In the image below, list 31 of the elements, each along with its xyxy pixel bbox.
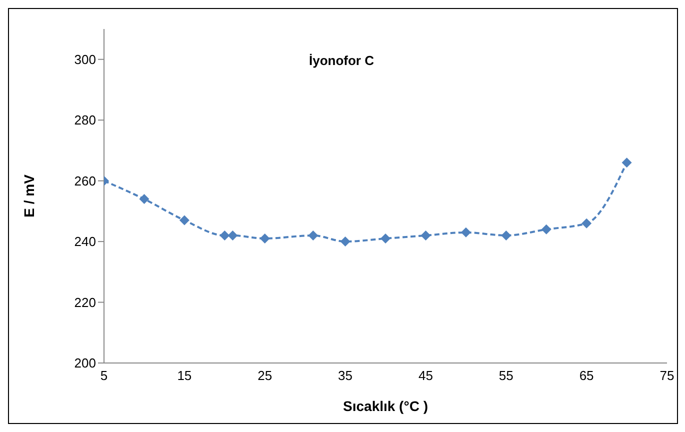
x-tick-label: 75 [660, 368, 674, 384]
point [622, 158, 632, 168]
y-tick-label: 260 [74, 173, 96, 188]
x-tick-label: 5 [100, 368, 108, 384]
x-axis-title: Sıcaklık (°C ) [343, 398, 428, 414]
point [541, 224, 552, 234]
y-tick-label: 240 [74, 234, 96, 250]
x-tick-label: 25 [258, 368, 272, 384]
point [501, 230, 512, 240]
point [420, 230, 431, 240]
point [228, 230, 238, 240]
point [582, 218, 592, 228]
x-tick-label: 55 [498, 368, 514, 384]
point [460, 227, 471, 238]
y-tick-label: 220 [74, 294, 96, 310]
x-tick-label: 45 [418, 368, 433, 384]
text: İyonofor C [309, 53, 374, 68]
point [179, 215, 190, 226]
point [380, 234, 390, 244]
y-tick-label: 280 [74, 112, 96, 128]
y-tick-label: 300 [74, 52, 96, 67]
y-axis-title: E / mV [20, 174, 37, 218]
point [139, 194, 150, 204]
y-tick-label: 200 [74, 356, 96, 371]
point [220, 230, 230, 240]
point [260, 234, 270, 244]
point [308, 230, 318, 240]
x-tick-label: 35 [338, 368, 353, 384]
x-tick-label: 65 [579, 368, 594, 384]
point [340, 236, 350, 247]
x-tick-label: 15 [177, 368, 192, 384]
